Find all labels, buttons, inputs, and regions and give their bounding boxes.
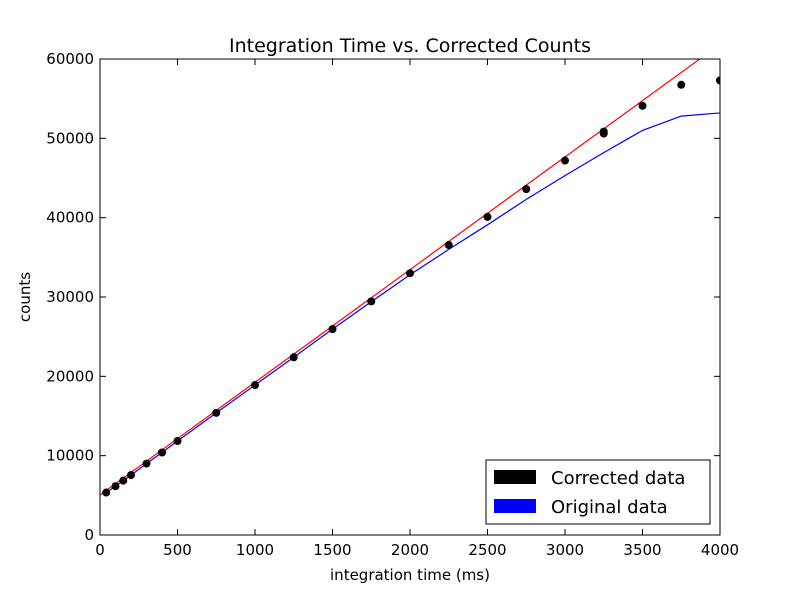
x-tick-label: 1000 xyxy=(236,541,274,559)
x-tick-label: 1500 xyxy=(313,541,351,559)
x-tick-label: 2500 xyxy=(468,541,506,559)
data-point-10 xyxy=(328,325,337,334)
series-line-1 xyxy=(105,112,720,494)
data-point-19 xyxy=(638,101,647,110)
data-point-16 xyxy=(561,156,569,165)
data-point-2 xyxy=(119,476,128,485)
data-point-6 xyxy=(173,436,182,445)
x-tick-label: 4000 xyxy=(701,541,739,559)
legend: Corrected data Original data xyxy=(485,459,711,525)
data-point-20 xyxy=(677,80,686,89)
data-point-0 xyxy=(102,488,111,497)
axis-ticks: 0 500 1000 1500 2000 2500 3000 3500 400001000020… xyxy=(46,50,739,559)
legend-label-corrected: Corrected data xyxy=(551,468,685,489)
data-point-11 xyxy=(367,297,376,306)
x-axis-title: integration time (ms) xyxy=(330,566,490,584)
data-point-3 xyxy=(127,471,135,480)
legend-swatch-original xyxy=(494,499,536,513)
y-tick-label: 50000 xyxy=(46,129,94,147)
data-point-1 xyxy=(111,482,120,491)
chart-title: Integration Time vs. Corrected Counts xyxy=(229,35,591,57)
data-point-12 xyxy=(406,269,414,278)
y-tick-label: 30000 xyxy=(46,288,94,306)
data-point-4 xyxy=(142,459,151,468)
data-point-8 xyxy=(251,381,259,390)
y-axis-title: counts xyxy=(16,272,34,322)
x-tick-label: 3500 xyxy=(623,541,661,559)
x-tick-label: 3000 xyxy=(546,541,584,559)
legend-label-original: Original data xyxy=(551,497,668,518)
data-point-15 xyxy=(522,185,531,194)
y-tick-label: 60000 xyxy=(46,50,94,68)
data-point-13 xyxy=(444,241,453,250)
y-tick-label: 40000 xyxy=(46,209,94,227)
data-point-5 xyxy=(158,448,166,457)
y-tick-label: 10000 xyxy=(46,447,94,465)
data-point-18 xyxy=(599,127,608,136)
data-point-7 xyxy=(212,408,221,417)
legend-swatch-corrected xyxy=(494,470,536,484)
data-point-9 xyxy=(289,353,298,362)
y-tick-label: 0 xyxy=(84,526,94,544)
x-tick-label: 2000 xyxy=(391,541,429,559)
y-tick-label: 20000 xyxy=(46,367,94,385)
x-tick-label: 0 xyxy=(95,541,105,559)
plot-data xyxy=(100,59,720,497)
x-tick-label: 500 xyxy=(163,541,192,559)
data-point-21 xyxy=(716,76,720,85)
data-point-14 xyxy=(483,212,492,221)
